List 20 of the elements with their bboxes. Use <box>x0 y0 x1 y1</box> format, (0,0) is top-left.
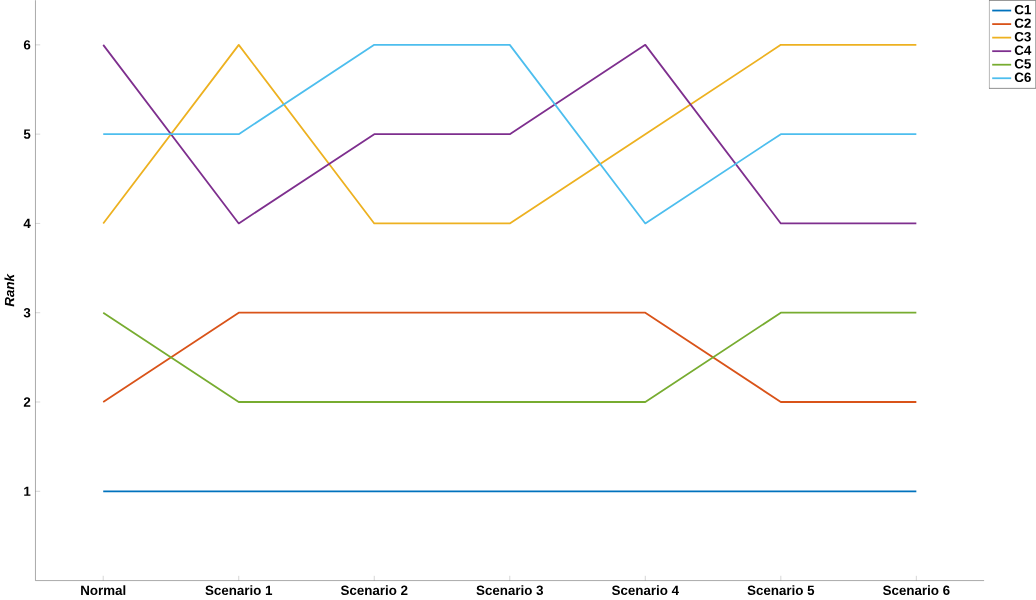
y-tick-label: 6 <box>23 40 31 50</box>
x-tick-label: Normal <box>81 585 126 596</box>
legend-label: C2 <box>1014 18 1031 29</box>
y-tick-label: 5 <box>23 129 31 140</box>
y-tick-label: 2 <box>23 397 31 407</box>
x-tick-label: Scenario 5 <box>747 585 815 596</box>
x-tick-label: Scenario 1 <box>205 585 273 596</box>
y-axis-title: Rank <box>4 273 15 307</box>
legend-label: C4 <box>1014 45 1032 56</box>
y-tick-label: 3 <box>23 308 31 318</box>
y-tick-label: 4 <box>23 219 31 229</box>
x-tick-label: Scenario 2 <box>340 585 408 596</box>
y-tick-label: 1 <box>24 486 31 497</box>
legend-label: C5 <box>1014 59 1031 69</box>
x-tick-label: Scenario 3 <box>476 585 544 596</box>
legend-label: C1 <box>1014 5 1031 15</box>
x-tick-label: Scenario 4 <box>611 585 679 596</box>
legend-label: C6 <box>1014 72 1031 83</box>
legend-label: C3 <box>1014 32 1031 42</box>
x-tick-label: Scenario 6 <box>882 585 950 596</box>
